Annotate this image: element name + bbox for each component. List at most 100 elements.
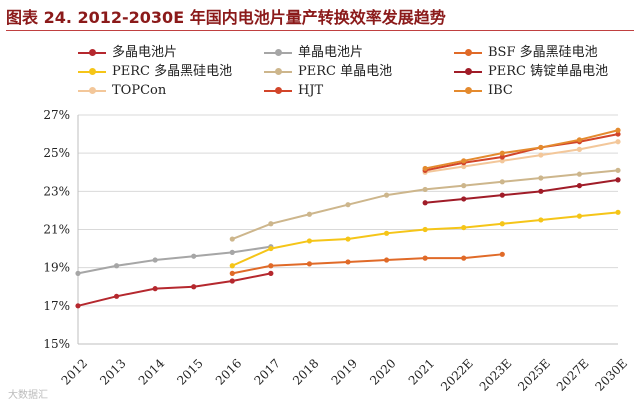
y-tick-label: 23% [43, 184, 70, 198]
data-point [461, 183, 467, 189]
data-point [461, 196, 467, 202]
data-point [615, 209, 621, 215]
legend-item: TOPCon [78, 82, 166, 100]
data-point [538, 175, 544, 181]
data-point [615, 139, 621, 145]
series-line [77, 272, 272, 307]
data-point [191, 284, 197, 290]
data-point [461, 163, 467, 170]
x-tick-label: 2015 [174, 356, 205, 387]
data-point [383, 257, 390, 263]
data-point [268, 263, 274, 269]
x-tick-label: 2030E [592, 356, 630, 394]
data-point [229, 249, 235, 255]
data-point [75, 270, 81, 276]
legend-label: IBC [488, 83, 513, 98]
data-point [345, 236, 351, 242]
data-point [152, 257, 158, 263]
series-line [77, 245, 272, 275]
data-point [152, 286, 158, 292]
data-point [499, 158, 505, 164]
data-point [615, 177, 621, 183]
legend-swatch [454, 67, 482, 75]
data-point [345, 202, 351, 208]
data-point [268, 221, 274, 227]
data-point [306, 211, 313, 217]
x-tick-label: 2013 [97, 356, 128, 387]
legend-item: BSF 多晶黑硅电池 [454, 44, 598, 62]
legend-label: PERC 铸锭单晶电池 [488, 64, 609, 79]
data-point [499, 150, 505, 156]
data-point [615, 167, 621, 173]
data-point [268, 245, 274, 252]
y-tick-label: 25% [43, 146, 70, 160]
x-tick-label: 2018 [290, 356, 321, 387]
data-point [345, 259, 351, 265]
title-underline [6, 30, 634, 31]
data-point [75, 303, 81, 309]
data-point [499, 154, 505, 160]
series-line [232, 253, 503, 275]
series-line [424, 140, 619, 174]
legend-label: 多晶电池片 [112, 45, 178, 60]
data-point [576, 183, 583, 189]
x-tick-label: 2023E [477, 356, 515, 394]
data-point [229, 278, 235, 284]
legend-swatch [454, 86, 482, 94]
data-point [229, 263, 235, 269]
data-point [499, 221, 505, 227]
legend-label: TOPCon [112, 83, 167, 98]
data-point [538, 188, 544, 194]
x-tick-label: 2019 [329, 356, 360, 387]
data-point [191, 253, 197, 259]
x-tick-label: 2027E [554, 356, 592, 394]
data-point [615, 127, 621, 133]
legend-label: HJT [298, 83, 324, 98]
data-point [113, 293, 120, 299]
data-point [499, 251, 505, 257]
data-point [538, 144, 544, 151]
data-point [422, 200, 428, 206]
data-point [306, 238, 313, 244]
data-point [461, 255, 467, 261]
series-line [424, 129, 619, 170]
data-point [576, 171, 583, 177]
data-point [268, 270, 274, 276]
x-tick-label: 2017 [251, 356, 282, 387]
x-tick-label: 2025E [515, 356, 553, 394]
legend-label: BSF 多晶黑硅电池 [488, 45, 598, 60]
data-point [499, 179, 505, 185]
data-point [229, 270, 235, 276]
watermark: 大数据汇 [8, 390, 48, 401]
legend-label: PERC 多晶黑硅电池 [112, 64, 233, 79]
data-point [499, 192, 505, 198]
legend-swatch [454, 48, 482, 56]
data-point [229, 236, 235, 242]
data-point [422, 186, 428, 193]
series-line [424, 133, 619, 172]
x-tick-label: 2020 [367, 356, 398, 387]
data-point [576, 137, 583, 143]
legend-swatch [264, 48, 292, 56]
data-point [422, 255, 428, 261]
y-tick-label: 21% [43, 223, 70, 237]
legend-item: HJT [264, 82, 323, 100]
y-tick-label: 15% [43, 337, 70, 351]
legend-item: 多晶电池片 [78, 44, 177, 62]
y-tick-label: 19% [43, 261, 70, 275]
data-point [422, 165, 428, 172]
data-point [538, 152, 544, 158]
series-line [425, 178, 619, 204]
data-point [538, 217, 544, 223]
x-tick-label: 2021 [406, 356, 437, 387]
legend-item: IBC [454, 82, 513, 100]
x-tick-label: 2014 [136, 356, 168, 388]
legend-swatch [78, 86, 106, 94]
legend-item: 单晶电池片 [264, 44, 363, 62]
legend-item: PERC 铸锭单晶电池 [454, 63, 608, 81]
y-tick-label: 27% [43, 108, 70, 122]
legend-swatch [264, 67, 292, 75]
data-point [576, 146, 583, 152]
legend-label: PERC 单晶电池 [298, 64, 393, 79]
